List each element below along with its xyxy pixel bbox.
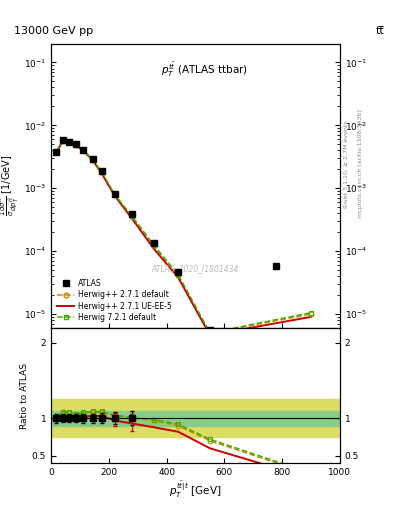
Bar <box>51 399 340 437</box>
Text: Rivet 3.1.10, ≥ 2.7M events: Rivet 3.1.10, ≥ 2.7M events <box>344 120 349 208</box>
Bar <box>51 411 340 426</box>
Legend: ATLAS, Herwig++ 2.7.1 default, Herwig++ 2.7.1 UE-EE-5, Herwig 7.2.1 default: ATLAS, Herwig++ 2.7.1 default, Herwig++ … <box>55 276 174 324</box>
Text: 13000 GeV pp: 13000 GeV pp <box>13 27 93 36</box>
Y-axis label: Ratio to ATLAS: Ratio to ATLAS <box>20 362 29 429</box>
Text: $p_T^{t\bar{t}}$ (ATLAS ttbar): $p_T^{t\bar{t}}$ (ATLAS ttbar) <box>161 60 248 79</box>
Text: tt̅: tt̅ <box>376 27 385 36</box>
X-axis label: $p^{t\bar{t}|t}_T$ [GeV]: $p^{t\bar{t}|t}_T$ [GeV] <box>169 480 222 500</box>
Text: mcplots.cern.ch [arXiv:1306.3436]: mcplots.cern.ch [arXiv:1306.3436] <box>358 110 363 218</box>
Text: ATLAS_2020_I1801434: ATLAS_2020_I1801434 <box>152 264 239 273</box>
Y-axis label: $\frac{1}{\sigma}\frac{d\sigma^{t\bar{t}}}{dp_T^{t\bar{t}}}$ [1/GeV]: $\frac{1}{\sigma}\frac{d\sigma^{t\bar{t}… <box>0 155 21 217</box>
